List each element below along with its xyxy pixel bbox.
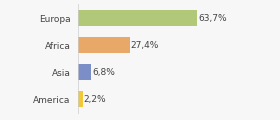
Text: 27,4%: 27,4% [130,41,159,50]
Bar [78,91,83,107]
Text: 6,8%: 6,8% [92,68,115,77]
Bar [78,64,91,80]
Bar [78,10,197,27]
Text: 63,7%: 63,7% [198,14,227,23]
Text: 2,2%: 2,2% [83,95,106,104]
Bar [78,37,130,53]
